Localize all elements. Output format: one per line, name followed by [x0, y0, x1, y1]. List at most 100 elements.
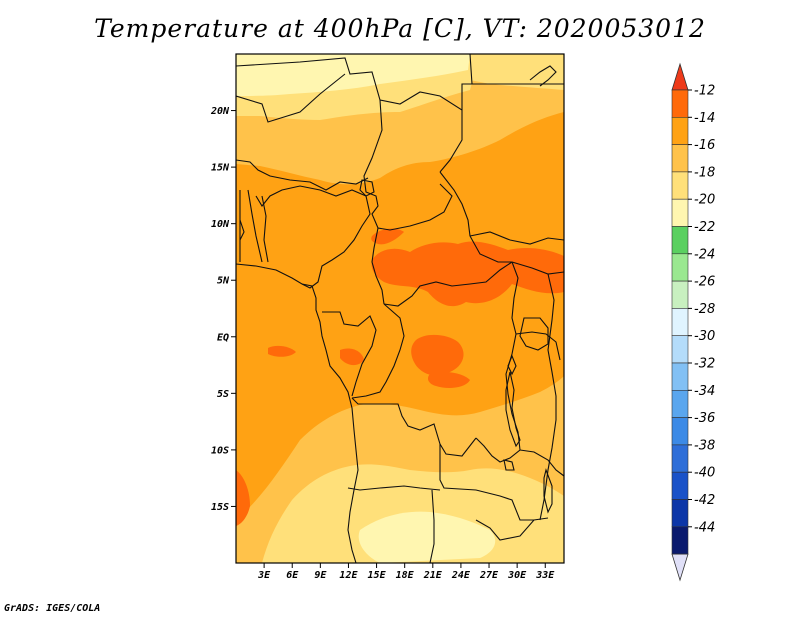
lake-volta — [239, 219, 245, 241]
lat-tick-label-5S: 5S — [217, 389, 229, 400]
latitude-axis: 20N 15N 10N 5N EQ 5S 10S 15S — [210, 106, 236, 513]
colorbar-label: -44 — [694, 520, 715, 535]
border-tanzania-mozambique — [519, 449, 564, 477]
border-drc-uganda — [475, 261, 521, 463]
border-nigeria-cameroon — [301, 195, 371, 289]
border-sudan-southsudan — [469, 231, 564, 245]
border-chad-sudan — [461, 54, 473, 110]
colorbar-swatch — [671, 280, 689, 309]
border-south-sudan-east — [511, 261, 564, 275]
lon-tick-label-9E: 9E — [314, 570, 327, 581]
border-angola-namibia — [347, 485, 441, 491]
colorbar-swatch — [671, 526, 689, 555]
border-chad-west — [363, 99, 453, 231]
colorbar-swatch — [671, 471, 689, 500]
colorbar-label: -20 — [694, 193, 715, 208]
lake-kivu — [507, 354, 517, 376]
colorbar-label: -38 — [694, 438, 715, 453]
colorbar-swatch — [671, 362, 689, 391]
lon-tick-label-33E: 33E — [535, 570, 555, 581]
colorbar-swatch — [671, 417, 689, 446]
colorbar-label: -24 — [694, 247, 715, 262]
country-borders — [236, 54, 564, 563]
border-car-sudan — [439, 171, 512, 263]
lat-tick-label-10N: 10N — [211, 219, 230, 230]
fill-m14-m12-gabon-patch — [340, 348, 364, 366]
lake-tanganyika — [505, 371, 521, 448]
fill-m14-m12-central — [371, 241, 564, 307]
coastline-gulf-guinea — [236, 263, 359, 563]
chart-title: Temperature at 400hPa [C], VT: 202005301… — [94, 14, 706, 43]
lon-tick-label-21E: 21E — [423, 570, 443, 581]
lat-tick-label-15S: 15S — [211, 502, 229, 513]
border-namibia-botswana — [429, 489, 435, 563]
border-libya-niger — [236, 57, 463, 173]
colorbar-label: -18 — [694, 165, 715, 180]
colorbar-swatch — [671, 144, 689, 173]
lat-tick-label-EQ: EQ — [217, 332, 229, 343]
border-zambia-zimbabwe — [475, 517, 549, 541]
lon-tick-label-3E: 3E — [257, 570, 271, 581]
border-cameroon-car — [371, 227, 385, 305]
lake-victoria — [519, 317, 549, 351]
lake-chad — [359, 179, 375, 197]
red-sea-coast — [529, 65, 557, 87]
fill-m20-m18-ne — [470, 54, 564, 90]
fill-m14-m12-north-patch — [371, 228, 404, 245]
lon-tick-label-6E: 6E — [286, 570, 299, 581]
colorbar-label: -40 — [694, 466, 715, 481]
grads-credit: GrADS: IGES/COLA — [4, 603, 101, 614]
border-congo-drc — [351, 303, 405, 399]
colorbar-label: -36 — [694, 411, 715, 426]
colorbar-swatch — [671, 308, 689, 336]
colorbar-label: -28 — [694, 302, 715, 317]
colorbar-label: -34 — [694, 384, 715, 399]
colorbar-swatch — [671, 389, 689, 418]
colorbar-label: -12 — [694, 84, 715, 99]
lon-tick-label-15E: 15E — [368, 570, 387, 581]
longitude-axis: 3E 6E 9E 12E 15E 18E 21E 24E 27E 30E 33E — [257, 563, 555, 581]
fill-m14-m12-coast-patch — [268, 345, 296, 357]
map-frame — [235, 53, 565, 564]
border-uganda-kenya — [515, 331, 561, 361]
lat-tick-label-15N: 15N — [211, 163, 230, 174]
colorbar-swatch — [671, 171, 689, 200]
colorbar-label: -22 — [694, 220, 715, 235]
border-east-africa — [539, 273, 557, 521]
colorbar-swatch — [671, 117, 689, 145]
colorbar-label: -30 — [694, 329, 715, 344]
fill-m14-m12-congo-patch — [411, 334, 464, 376]
lon-tick-label-30E: 30E — [507, 570, 527, 581]
border-benin-togo — [239, 189, 269, 263]
temperature-field — [236, 54, 564, 563]
lake-malawi — [543, 468, 553, 514]
border-car-south — [383, 261, 513, 307]
colorbar-top-triangle — [671, 62, 689, 91]
border-angola-zambia — [439, 444, 534, 521]
colorbar-label: -14 — [694, 111, 715, 126]
lon-tick-label-24E: 24E — [451, 570, 471, 581]
colorbar-swatch — [671, 89, 689, 118]
lat-tick-label-5N: 5N — [217, 276, 230, 287]
lake-mweru — [503, 459, 515, 471]
fill-m22-m20-south — [358, 511, 496, 563]
colorbar: -12 -14 -16 -18 -20 -22 -24 -26 -28 -30 -32 -34 -36 -… — [671, 62, 715, 582]
colorbar-swatch — [671, 226, 689, 255]
colorbar-swatch — [671, 253, 689, 282]
colorbar-label: -42 — [694, 493, 715, 508]
colorbar-bottom-triangle — [671, 553, 689, 582]
lon-tick-label-18E: 18E — [396, 570, 415, 581]
border-niger-nigeria — [255, 185, 367, 207]
lat-tick-label-10S: 10S — [211, 445, 229, 456]
colorbar-swatch — [671, 335, 689, 364]
lat-tick-label-20N: 20N — [210, 106, 230, 117]
colorbar-swatch — [671, 499, 689, 528]
fill-m14-m12-southwest — [236, 470, 250, 526]
colorbar-swatch — [671, 198, 689, 227]
colorbar-swatch — [671, 444, 689, 473]
border-mali-niger — [236, 159, 369, 191]
fill-m14-m12-congo-patch2 — [428, 372, 470, 388]
lon-tick-label-27E: 27E — [479, 570, 499, 581]
colorbar-label: -16 — [694, 138, 715, 153]
